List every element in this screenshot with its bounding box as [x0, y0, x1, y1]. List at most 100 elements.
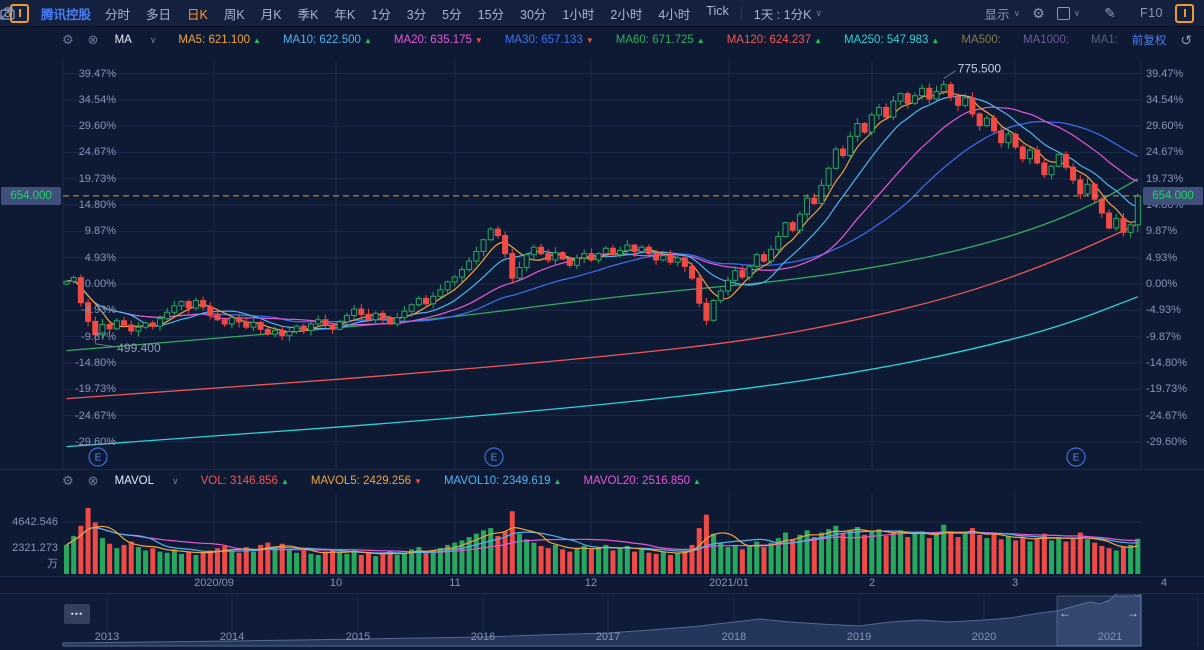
- indicator-settings-gear-icon[interactable]: ⚙: [62, 32, 74, 47]
- period-tab-日K[interactable]: 日K: [187, 7, 208, 22]
- minimap-selection-left-handle[interactable]: ←: [1059, 606, 1071, 620]
- volume-bar: [380, 553, 386, 574]
- x-axis-labels: 2020/09 10 11 12 2021/01 2 3 4: [0, 577, 1204, 593]
- period-tab-15分[interactable]: 15分: [477, 7, 505, 22]
- main-candlestick-chart[interactable]: 775.500 499.400 E E E: [0, 28, 1204, 470]
- draw-pencil-icon[interactable]: ✎: [1104, 4, 1116, 21]
- candle: [315, 319, 322, 325]
- volume-bar: [567, 551, 573, 574]
- indicator-settings-gear-icon[interactable]: ⚙: [62, 473, 74, 488]
- volume-bar: [294, 552, 300, 574]
- mavol-value: MAVOL10: 2349.619 ▲: [443, 475, 562, 487]
- y-axis-tick: 0.00%: [1146, 278, 1178, 290]
- y-axis-tick: 9.87%: [1146, 225, 1178, 238]
- candle: [243, 321, 250, 328]
- ma-value: MA1:: [1091, 34, 1118, 46]
- period-tab-分时[interactable]: 分时: [105, 7, 131, 22]
- candle: [214, 313, 221, 321]
- y-axis-tick: -9.87%: [81, 330, 116, 343]
- volume-bar: [984, 538, 990, 574]
- minimap-year-label: 2019: [847, 631, 871, 643]
- period-tab-多日[interactable]: 多日: [146, 7, 172, 22]
- candle: [437, 289, 444, 297]
- period-tab-4小时[interactable]: 4小时: [658, 7, 691, 22]
- volume-bar: [862, 534, 868, 574]
- candle: [351, 308, 358, 316]
- volume-chart[interactable]: [0, 470, 1204, 576]
- volume-bar: [1049, 540, 1055, 574]
- candle: [106, 324, 113, 330]
- reset-zoom-icon[interactable]: ↺: [1180, 31, 1193, 48]
- candle: [372, 312, 379, 321]
- minimap-year-label: 2021: [1098, 631, 1122, 643]
- period-tab-5分[interactable]: 5分: [442, 7, 462, 22]
- volume-bar: [179, 553, 185, 574]
- period-tabs: 分时 多日 日K 周K 月K 季K 年K 1分 3分 5分 15分 30分 1小时 2小时 4小时 Tick: [105, 4, 729, 23]
- custom-period-label: 1天 : 1分K: [753, 7, 812, 22]
- indicator-name[interactable]: MAVOL: [114, 475, 154, 487]
- current-price-badge-left: 654.000: [1, 187, 61, 205]
- display-dropdown[interactable]: 显示 ∨: [984, 7, 1021, 22]
- volume-bar: [1128, 544, 1134, 574]
- volume-bar: [610, 550, 616, 574]
- period-tab-年K[interactable]: 年K: [334, 7, 356, 22]
- volume-bar: [581, 546, 587, 574]
- indicator-remove-icon[interactable]: ⊗: [87, 473, 99, 488]
- volume-bar: [157, 551, 163, 574]
- volume-bar: [308, 553, 314, 574]
- ma60-line: [66, 178, 1139, 352]
- volume-bar: [1027, 541, 1033, 574]
- candle: [1106, 212, 1113, 229]
- custom-period-dropdown[interactable]: 1天 : 1分K ∨: [754, 4, 822, 23]
- candle: [753, 254, 760, 267]
- f10-button[interactable]: F10: [1139, 6, 1163, 20]
- volume-bar: [365, 552, 371, 574]
- candle: [77, 277, 84, 304]
- indicator-name[interactable]: MA: [114, 34, 132, 46]
- y-axis-tick: 9.87%: [84, 225, 116, 238]
- chevron-down-icon[interactable]: ∨: [171, 475, 179, 486]
- minimap-more-button[interactable]: •••: [64, 604, 90, 624]
- candle: [573, 257, 580, 266]
- volume-bar: [71, 535, 77, 574]
- volume-bar: [761, 547, 767, 574]
- period-tab-季K[interactable]: 季K: [297, 7, 319, 22]
- period-tab-周K[interactable]: 周K: [223, 7, 245, 22]
- volume-bar: [574, 548, 580, 574]
- chart-style-dropdown[interactable]: ∨: [1056, 6, 1081, 20]
- candle: [976, 113, 983, 127]
- candle: [962, 97, 969, 106]
- period-tab-3分[interactable]: 3分: [406, 7, 427, 22]
- chevron-down-icon[interactable]: ∨: [149, 34, 157, 45]
- candle: [85, 302, 92, 322]
- candle: [681, 257, 688, 267]
- volume-bar: [315, 554, 321, 574]
- mavol-value: MAVOL5: 2429.256 ▼: [310, 475, 422, 487]
- panel-layout-icon[interactable]: [10, 3, 29, 23]
- period-tab-1小时[interactable]: 1小时: [562, 7, 595, 22]
- stock-name[interactable]: 腾讯控股: [41, 7, 92, 22]
- candle: [322, 319, 329, 326]
- panel-toggle-icon[interactable]: [1175, 3, 1194, 23]
- minimap-selection-right-handle[interactable]: →: [1127, 606, 1139, 620]
- indicator-remove-icon[interactable]: ⊗: [87, 32, 99, 47]
- period-tab-月K[interactable]: 月K: [260, 7, 282, 22]
- period-tab-Tick[interactable]: Tick: [706, 3, 729, 18]
- candle: [804, 197, 811, 215]
- candle: [1091, 183, 1098, 200]
- period-tab-2小时[interactable]: 2小时: [610, 7, 643, 22]
- adjust-mode-link[interactable]: 前复权: [1131, 35, 1167, 47]
- candle: [840, 148, 847, 156]
- volume-bar: [330, 549, 336, 574]
- y-axis-tick: -29.60%: [1146, 435, 1187, 448]
- period-tab-30分[interactable]: 30分: [520, 7, 547, 22]
- volume-bar: [473, 533, 479, 574]
- settings-gear-icon[interactable]: ⚙: [1032, 4, 1045, 21]
- candle: [142, 322, 149, 328]
- y-axis-tick: 39.47%: [1146, 67, 1184, 80]
- minimap-navigator[interactable]: 2013 2014 2015 2016 2017 2018 2019 2020 2021: [0, 594, 1204, 650]
- period-tab-1分[interactable]: 1分: [371, 7, 391, 22]
- chevron-down-icon: ∨: [1073, 7, 1081, 18]
- candle: [113, 320, 120, 330]
- volume-bar: [430, 550, 436, 574]
